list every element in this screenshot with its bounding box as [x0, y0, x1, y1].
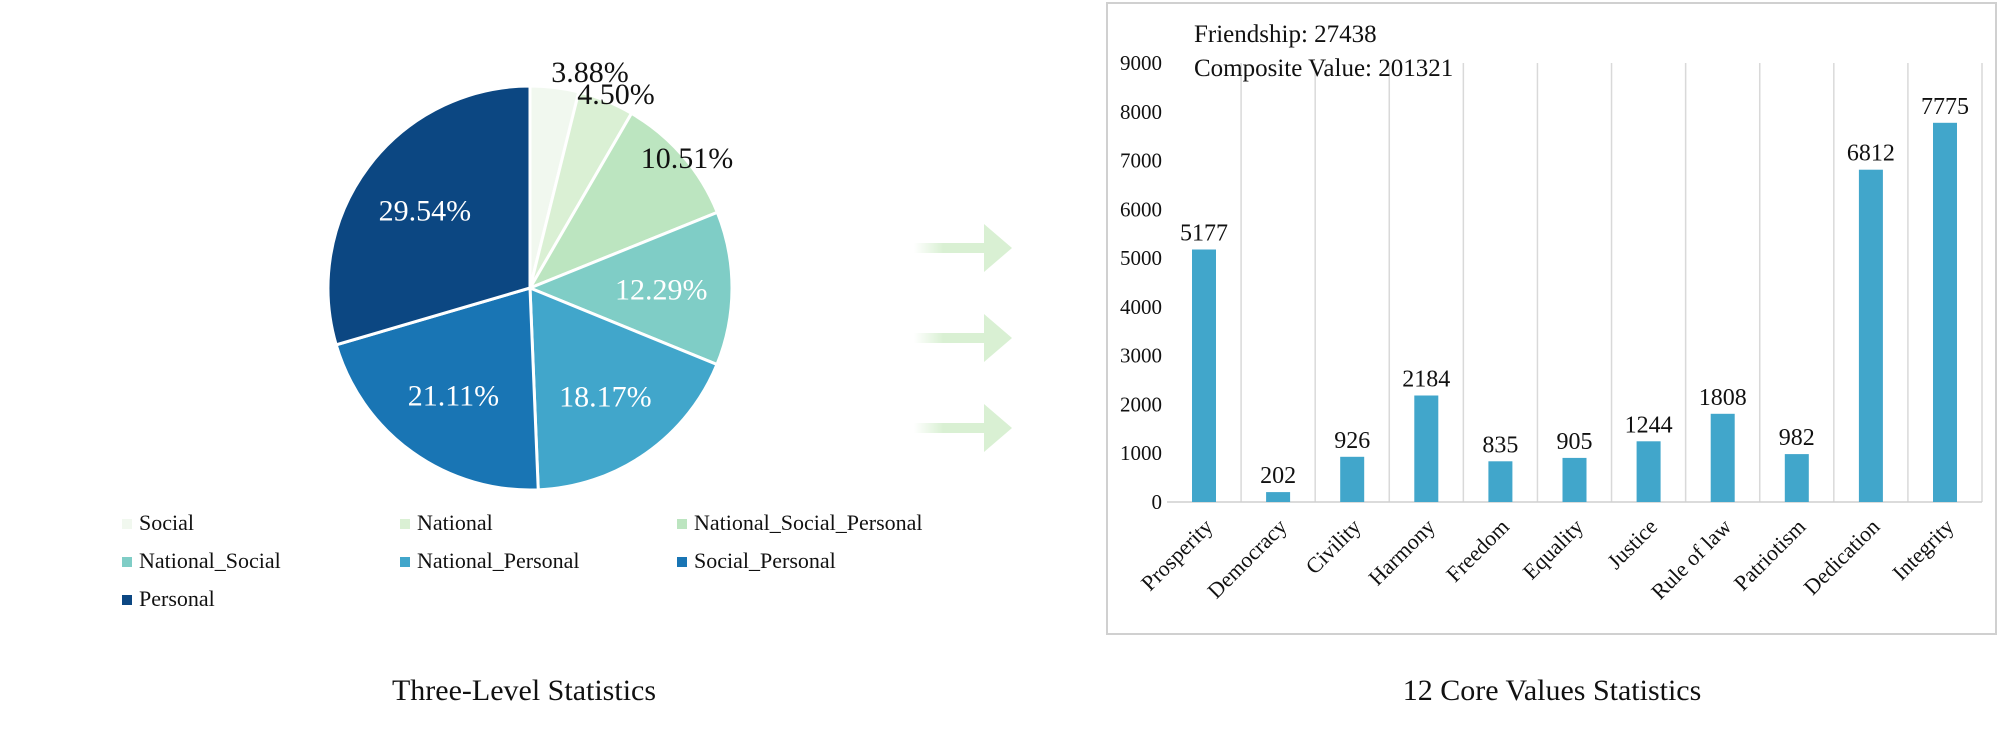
- bar-value-label: 2184: [1402, 367, 1450, 393]
- pie-slice-personal: [326, 84, 532, 347]
- legend-swatch: [122, 519, 132, 529]
- arrow-right-icon: [914, 224, 1012, 272]
- bar-dedication: [1858, 169, 1883, 502]
- bar-value-label: 1244: [1625, 412, 1673, 438]
- bar-value-label: 5177: [1180, 221, 1228, 247]
- legend-swatch: [400, 519, 410, 529]
- bar-annotations: Friendship: 27438 Composite Value: 201321: [1194, 21, 1453, 82]
- chart-annotation: Composite Value: 201321: [1194, 55, 1453, 82]
- pie-data-label: 3.88%: [551, 56, 629, 89]
- pie-slice-national-personal: [528, 285, 719, 492]
- pie-legend: Social National National_Social_Personal Na…: [122, 510, 923, 611]
- bar-value-label: 7775: [1921, 94, 1969, 120]
- arrow-right-icon: [914, 314, 1012, 362]
- bar-value-label: 926: [1334, 428, 1370, 454]
- bar-value-label: 1808: [1699, 385, 1747, 411]
- bar-value-label: 6812: [1847, 141, 1895, 167]
- pie-data-label: 18.17%: [559, 381, 652, 414]
- legend-swatch: [677, 519, 687, 529]
- y-tick-label: 8000: [1120, 100, 1162, 124]
- bar-value-label: 905: [1557, 429, 1593, 455]
- bar-integrity: [1933, 122, 1957, 503]
- bar-value-label: 982: [1779, 425, 1815, 451]
- legend-label: Personal: [139, 586, 215, 611]
- legend-label: National_Social: [139, 548, 281, 573]
- y-tick-label: 1000: [1120, 441, 1162, 465]
- bar-value-label: 202: [1260, 463, 1296, 489]
- pie-data-label: 29.54%: [379, 194, 472, 227]
- pie-data-label: 4.50%: [577, 78, 655, 111]
- pie-slices: [326, 84, 734, 492]
- bar-democracy: [1266, 492, 1291, 502]
- bar-freedom: [1488, 461, 1513, 502]
- bar-harmony: [1414, 395, 1439, 502]
- y-tick-label: 3000: [1120, 344, 1162, 368]
- y-tick-label: 6000: [1120, 197, 1162, 221]
- y-tick-label: 0: [1152, 490, 1163, 514]
- legend-swatch: [122, 557, 132, 567]
- pie-slice-national-social: [526, 210, 734, 367]
- pie-data-label: 12.29%: [615, 273, 708, 306]
- legend-swatch: [677, 557, 687, 567]
- chart-annotation: Friendship: 27438: [1194, 21, 1377, 48]
- bar-equality: [1562, 457, 1587, 502]
- bar-justice: [1636, 441, 1661, 502]
- bar-chart-title: 12 Core Values Statistics: [1402, 674, 1702, 707]
- bar-value-label: 835: [1482, 432, 1518, 458]
- pie-chart: 3.88%4.50% 10.51% 12.29% 18.17% 21.11% 29.54%…: [122, 56, 923, 611]
- chart-frame: [1106, 2, 1997, 635]
- pie-data-label: 21.11%: [408, 380, 499, 413]
- y-tick-label: 2000: [1120, 392, 1162, 416]
- legend-label: National_Personal: [417, 548, 580, 573]
- legend-swatch: [122, 595, 132, 605]
- pie-slice-social-personal: [334, 286, 540, 492]
- pie-labels: 3.88%4.50% 10.51% 12.29% 18.17% 21.11% 29.54%: [379, 56, 734, 414]
- legend-label: Social_Personal: [694, 548, 836, 573]
- bar-chart: 0100020003000400050006000700080009000Pro…: [1106, 2, 1997, 635]
- y-tick-label: 4000: [1120, 295, 1162, 319]
- pie-data-label: 10.51%: [641, 142, 734, 175]
- y-tick-label: 5000: [1120, 246, 1162, 270]
- bar-patriotism: [1784, 454, 1809, 502]
- flow-arrows: [914, 224, 1012, 452]
- arrow-right-icon: [914, 404, 1012, 452]
- legend-label: National: [417, 510, 493, 535]
- bar-grid: [1240, 63, 1983, 502]
- legend-label: National_Social_Personal: [694, 510, 923, 535]
- bar-civility: [1340, 456, 1365, 502]
- bar-prosperity: [1192, 249, 1216, 502]
- legend-label: Social: [139, 510, 194, 535]
- y-tick-label: 7000: [1120, 149, 1162, 173]
- legend-swatch: [400, 557, 410, 567]
- bar-bars: 5177 202 926 2184 835 905 1244 1808 982 6812 7775: [1180, 94, 1969, 503]
- pie-slice-national-social-personal: [526, 111, 720, 292]
- bar-rule-of-law: [1710, 413, 1735, 502]
- y-tick-label: 9000: [1120, 51, 1162, 75]
- pie-chart-title: Three-Level Statistics: [391, 674, 657, 707]
